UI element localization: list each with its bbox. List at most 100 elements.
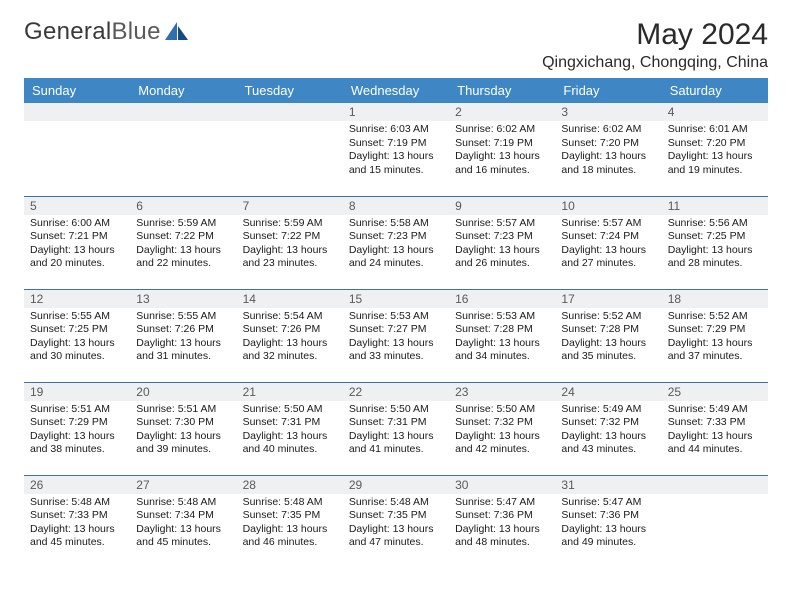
calendar-cell: 27Sunrise: 5:48 AMSunset: 7:34 PMDayligh…: [130, 475, 236, 568]
cell-body: Sunrise: 5:49 AMSunset: 7:32 PMDaylight:…: [555, 401, 661, 462]
daylight-text: Daylight: 13 hours and 38 minutes.: [30, 430, 124, 457]
day-number: 1: [343, 103, 449, 121]
calendar-cell: 3Sunrise: 6:02 AMSunset: 7:20 PMDaylight…: [555, 103, 661, 196]
daylight-text: Daylight: 13 hours and 15 minutes.: [349, 150, 443, 177]
sunrise-text: Sunrise: 5:59 AM: [136, 217, 230, 231]
calendar-cell: 6Sunrise: 5:59 AMSunset: 7:22 PMDaylight…: [130, 196, 236, 289]
calendar-cell: 23Sunrise: 5:50 AMSunset: 7:32 PMDayligh…: [449, 382, 555, 475]
cell-body: [237, 121, 343, 127]
day-header-row: Sunday Monday Tuesday Wednesday Thursday…: [24, 78, 768, 103]
cell-body: Sunrise: 5:50 AMSunset: 7:31 PMDaylight:…: [343, 401, 449, 462]
topbar: GeneralBlue May 2024 Qingxichang, Chongq…: [24, 18, 768, 72]
cell-body: Sunrise: 5:53 AMSunset: 7:28 PMDaylight:…: [449, 308, 555, 369]
cell-body: Sunrise: 5:58 AMSunset: 7:23 PMDaylight:…: [343, 215, 449, 276]
daylight-text: Daylight: 13 hours and 40 minutes.: [243, 430, 337, 457]
cell-body: Sunrise: 5:54 AMSunset: 7:26 PMDaylight:…: [237, 308, 343, 369]
daylight-text: Daylight: 13 hours and 16 minutes.: [455, 150, 549, 177]
daylight-text: Daylight: 13 hours and 31 minutes.: [136, 337, 230, 364]
day-number: 13: [130, 290, 236, 308]
month-title: May 2024: [542, 18, 768, 52]
cell-body: Sunrise: 6:03 AMSunset: 7:19 PMDaylight:…: [343, 121, 449, 182]
day-number: 0: [24, 103, 130, 121]
cell-body: Sunrise: 6:02 AMSunset: 7:19 PMDaylight:…: [449, 121, 555, 182]
day-number: 22: [343, 383, 449, 401]
calendar-week: 12Sunrise: 5:55 AMSunset: 7:25 PMDayligh…: [24, 289, 768, 382]
day-number: 2: [449, 103, 555, 121]
calendar-cell: 26Sunrise: 5:48 AMSunset: 7:33 PMDayligh…: [24, 475, 130, 568]
cell-body: Sunrise: 5:49 AMSunset: 7:33 PMDaylight:…: [662, 401, 768, 462]
calendar-week: 5Sunrise: 6:00 AMSunset: 7:21 PMDaylight…: [24, 196, 768, 289]
sunrise-text: Sunrise: 5:51 AM: [30, 403, 124, 417]
day-number: 15: [343, 290, 449, 308]
dayheader-sunday: Sunday: [24, 78, 130, 103]
sunset-text: Sunset: 7:23 PM: [349, 230, 443, 244]
day-number: 28: [237, 476, 343, 494]
calendar-cell: 5Sunrise: 6:00 AMSunset: 7:21 PMDaylight…: [24, 196, 130, 289]
cell-body: Sunrise: 6:02 AMSunset: 7:20 PMDaylight:…: [555, 121, 661, 182]
sunrise-text: Sunrise: 5:59 AM: [243, 217, 337, 231]
day-number: 25: [662, 383, 768, 401]
sunrise-text: Sunrise: 5:47 AM: [455, 496, 549, 510]
cell-body: [24, 121, 130, 127]
calendar-cell: 7Sunrise: 5:59 AMSunset: 7:22 PMDaylight…: [237, 196, 343, 289]
day-number: 11: [662, 197, 768, 215]
sunrise-text: Sunrise: 5:49 AM: [668, 403, 762, 417]
calendar-cell: 0: [662, 475, 768, 568]
cell-body: Sunrise: 5:50 AMSunset: 7:31 PMDaylight:…: [237, 401, 343, 462]
cell-body: Sunrise: 5:48 AMSunset: 7:35 PMDaylight:…: [343, 494, 449, 555]
calendar-cell: 2Sunrise: 6:02 AMSunset: 7:19 PMDaylight…: [449, 103, 555, 196]
daylight-text: Daylight: 13 hours and 26 minutes.: [455, 244, 549, 271]
sunrise-text: Sunrise: 5:53 AM: [349, 310, 443, 324]
sunset-text: Sunset: 7:33 PM: [668, 416, 762, 430]
calendar-cell: 17Sunrise: 5:52 AMSunset: 7:28 PMDayligh…: [555, 289, 661, 382]
calendar-cell: 4Sunrise: 6:01 AMSunset: 7:20 PMDaylight…: [662, 103, 768, 196]
dayheader-tuesday: Tuesday: [237, 78, 343, 103]
sunrise-text: Sunrise: 5:51 AM: [136, 403, 230, 417]
day-number: 21: [237, 383, 343, 401]
daylight-text: Daylight: 13 hours and 27 minutes.: [561, 244, 655, 271]
sunset-text: Sunset: 7:25 PM: [668, 230, 762, 244]
day-number: 12: [24, 290, 130, 308]
day-number: 0: [237, 103, 343, 121]
daylight-text: Daylight: 13 hours and 18 minutes.: [561, 150, 655, 177]
sunrise-text: Sunrise: 5:54 AM: [243, 310, 337, 324]
sunset-text: Sunset: 7:32 PM: [561, 416, 655, 430]
sunrise-text: Sunrise: 5:58 AM: [349, 217, 443, 231]
sunrise-text: Sunrise: 5:48 AM: [243, 496, 337, 510]
day-number: 3: [555, 103, 661, 121]
daylight-text: Daylight: 13 hours and 30 minutes.: [30, 337, 124, 364]
cell-body: Sunrise: 5:57 AMSunset: 7:23 PMDaylight:…: [449, 215, 555, 276]
cell-body: Sunrise: 5:51 AMSunset: 7:30 PMDaylight:…: [130, 401, 236, 462]
dayheader-friday: Friday: [555, 78, 661, 103]
day-number: 4: [662, 103, 768, 121]
sunset-text: Sunset: 7:21 PM: [30, 230, 124, 244]
calendar-cell: 11Sunrise: 5:56 AMSunset: 7:25 PMDayligh…: [662, 196, 768, 289]
cell-body: Sunrise: 5:55 AMSunset: 7:25 PMDaylight:…: [24, 308, 130, 369]
cell-body: Sunrise: 5:56 AMSunset: 7:25 PMDaylight:…: [662, 215, 768, 276]
day-number: 0: [130, 103, 236, 121]
cell-body: Sunrise: 5:52 AMSunset: 7:29 PMDaylight:…: [662, 308, 768, 369]
sunrise-text: Sunrise: 5:56 AM: [668, 217, 762, 231]
calendar-cell: 29Sunrise: 5:48 AMSunset: 7:35 PMDayligh…: [343, 475, 449, 568]
daylight-text: Daylight: 13 hours and 23 minutes.: [243, 244, 337, 271]
daylight-text: Daylight: 13 hours and 46 minutes.: [243, 523, 337, 550]
daylight-text: Daylight: 13 hours and 37 minutes.: [668, 337, 762, 364]
day-number: 29: [343, 476, 449, 494]
calendar-cell: 10Sunrise: 5:57 AMSunset: 7:24 PMDayligh…: [555, 196, 661, 289]
daylight-text: Daylight: 13 hours and 45 minutes.: [30, 523, 124, 550]
daylight-text: Daylight: 13 hours and 19 minutes.: [668, 150, 762, 177]
sunset-text: Sunset: 7:24 PM: [561, 230, 655, 244]
daylight-text: Daylight: 13 hours and 49 minutes.: [561, 523, 655, 550]
brand-logo: GeneralBlue: [24, 18, 190, 46]
calendar-cell: 20Sunrise: 5:51 AMSunset: 7:30 PMDayligh…: [130, 382, 236, 475]
cell-body: Sunrise: 5:59 AMSunset: 7:22 PMDaylight:…: [237, 215, 343, 276]
day-number: 26: [24, 476, 130, 494]
calendar-cell: 16Sunrise: 5:53 AMSunset: 7:28 PMDayligh…: [449, 289, 555, 382]
sunrise-text: Sunrise: 5:57 AM: [455, 217, 549, 231]
calendar-cell: 8Sunrise: 5:58 AMSunset: 7:23 PMDaylight…: [343, 196, 449, 289]
calendar-cell: 12Sunrise: 5:55 AMSunset: 7:25 PMDayligh…: [24, 289, 130, 382]
daylight-text: Daylight: 13 hours and 45 minutes.: [136, 523, 230, 550]
day-number: 9: [449, 197, 555, 215]
calendar-cell: 0: [24, 103, 130, 196]
day-number: 17: [555, 290, 661, 308]
